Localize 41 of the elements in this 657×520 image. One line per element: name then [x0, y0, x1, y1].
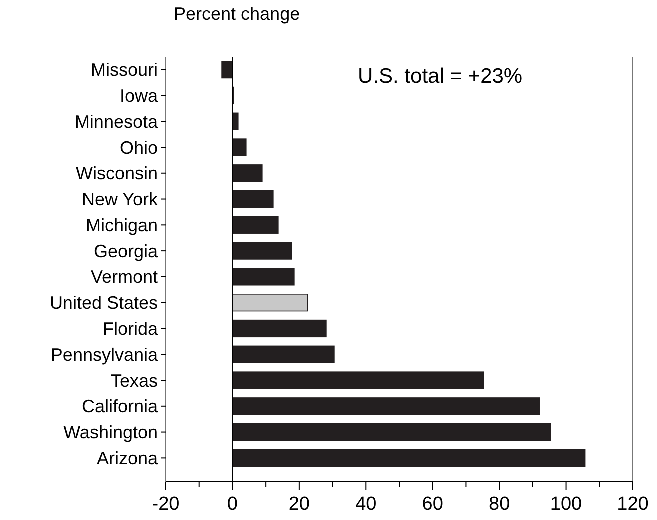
bar — [232, 112, 239, 130]
bar — [232, 216, 279, 234]
y-tick-label: Georgia — [94, 241, 159, 262]
x-tick-label: 120 — [617, 494, 649, 515]
y-tick-label: Pennsylvania — [50, 344, 159, 365]
y-tick-label: Texas — [110, 370, 158, 391]
y-tick-label: Wisconsin — [76, 164, 158, 184]
y-tick-label: Minnesota — [74, 112, 159, 132]
y-tick-label: Arizona — [96, 448, 159, 468]
bar — [232, 372, 484, 390]
x-tick-label: -20 — [152, 494, 180, 515]
y-tick-label: Washington — [64, 422, 158, 443]
bar — [232, 320, 327, 338]
y-tick-label: Missouri — [90, 60, 158, 80]
x-tick-label: 60 — [422, 494, 444, 515]
y-tick-label: Florida — [102, 319, 159, 340]
bar — [232, 449, 586, 467]
y-tick-label: United States — [50, 293, 158, 314]
x-tick-label: 40 — [356, 494, 377, 515]
bar — [232, 164, 263, 182]
x-axis-title: Percent change — [174, 4, 300, 24]
bar — [232, 398, 540, 416]
x-tick-label: 80 — [489, 494, 510, 515]
y-tick-label: Ohio — [120, 138, 158, 158]
y-tick-label: Vermont — [90, 267, 158, 288]
y-tick-label: Michigan — [86, 215, 158, 236]
annotation: U.S. total = +23% — [358, 65, 523, 88]
bar — [232, 268, 295, 286]
y-tick-label: New York — [82, 190, 159, 210]
x-tick-label: 20 — [288, 494, 310, 515]
x-tick-label: 100 — [550, 494, 582, 515]
bar — [232, 423, 552, 442]
bar — [222, 61, 234, 79]
x-tick-label: 0 — [227, 494, 238, 515]
bar — [232, 346, 335, 364]
bar — [232, 242, 292, 260]
y-tick-label: California — [82, 396, 159, 417]
y-tick-label: Iowa — [120, 86, 159, 106]
bar — [232, 138, 247, 156]
bar — [232, 294, 308, 312]
bar — [232, 190, 274, 208]
